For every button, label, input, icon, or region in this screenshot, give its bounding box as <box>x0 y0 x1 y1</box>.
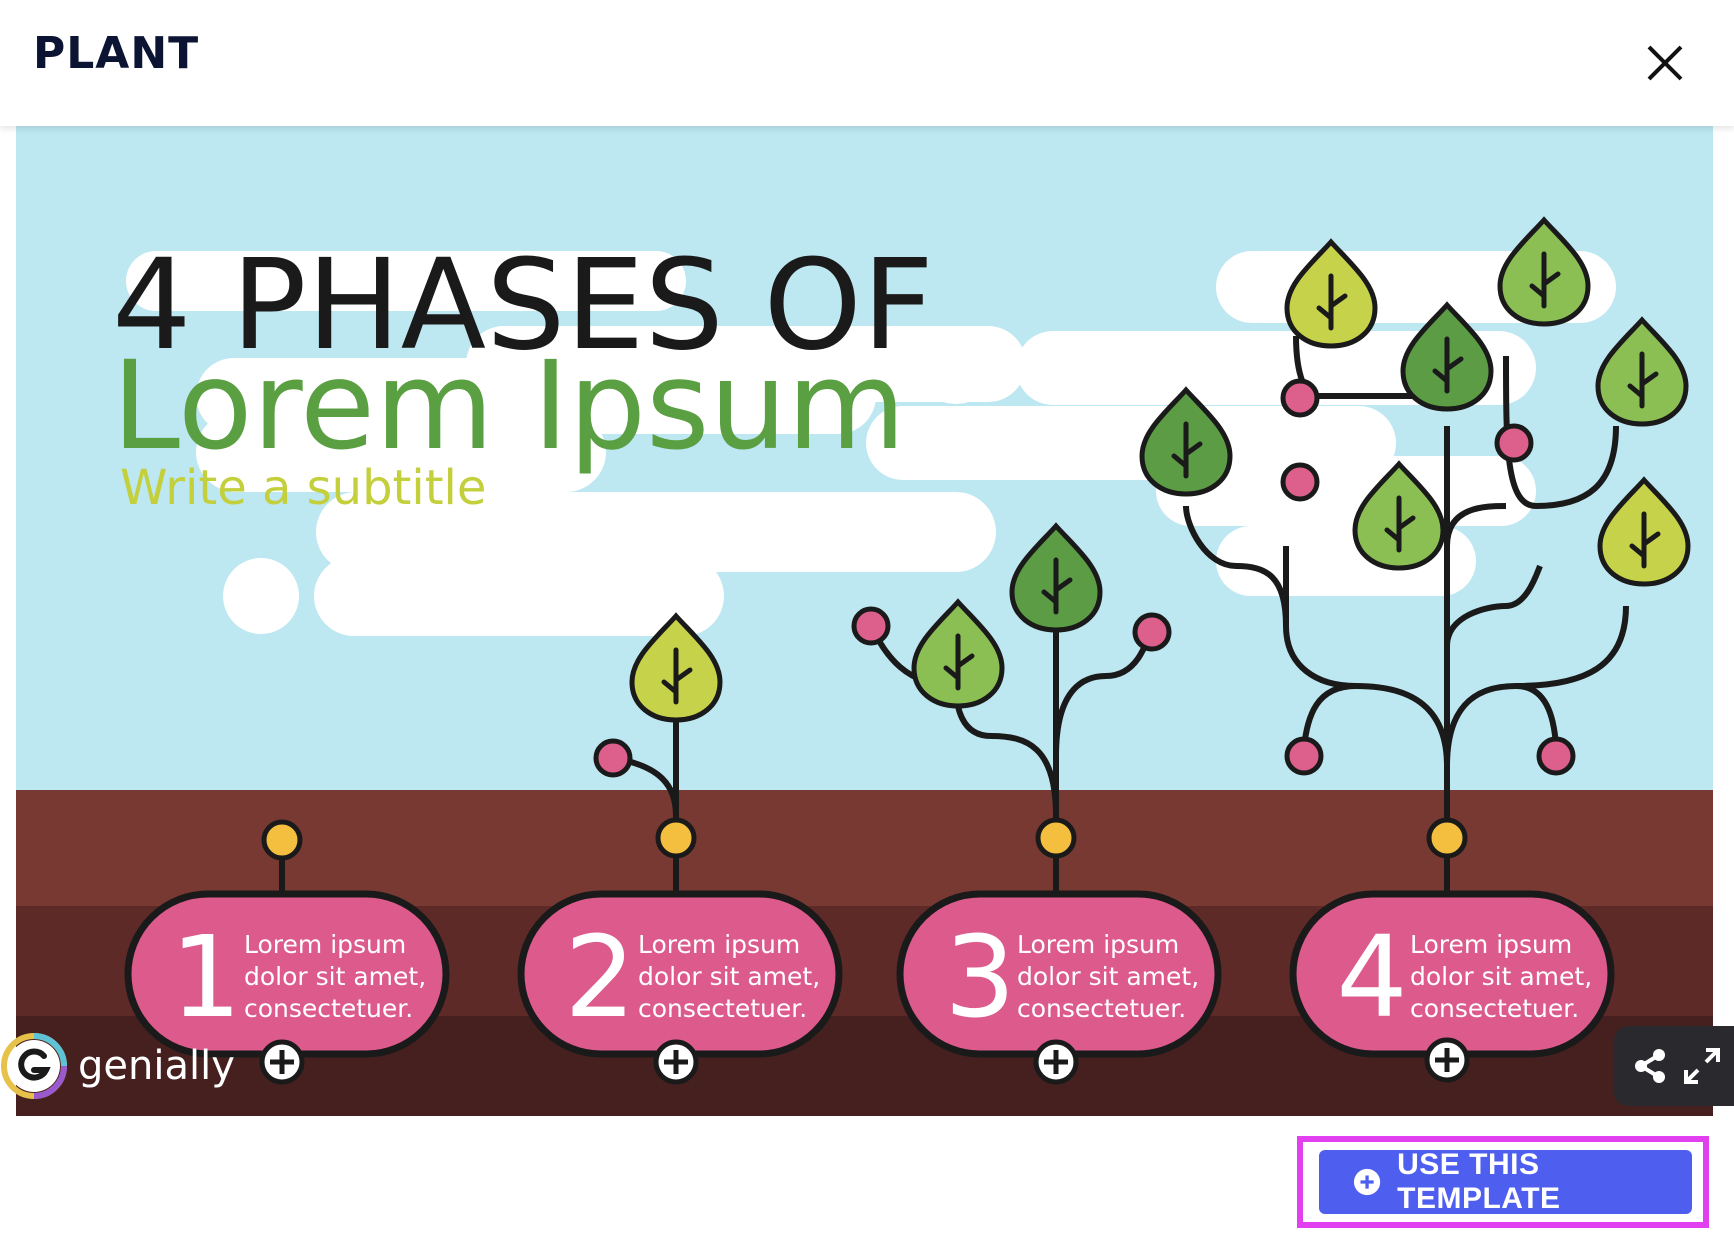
phase-card-3: 3 Lorem ipsum dolor sit amet, consectetu… <box>896 890 1222 1058</box>
berry <box>1280 462 1320 502</box>
plus-circle-icon <box>1353 1168 1381 1196</box>
template-preview: 4 PHASES OF Lorem Ipsum Write a subtitle <box>16 126 1713 1116</box>
slide-subtitle: Write a subtitle <box>120 460 486 516</box>
berry <box>1494 423 1534 463</box>
slide-headline: 4 PHASES OF <box>112 233 934 378</box>
modal-title: PLANT <box>33 28 200 79</box>
add-phase-1-icon[interactable] <box>259 1039 305 1085</box>
phase-text-line: dolor sit amet, <box>1017 962 1199 991</box>
berry <box>1280 378 1320 418</box>
phase-text-line: dolor sit amet, <box>244 962 426 991</box>
berry <box>1132 612 1172 652</box>
presentation-controls <box>1614 1026 1734 1106</box>
clouds <box>126 251 1616 636</box>
phase-number: 4 <box>1336 913 1407 1043</box>
genially-logo-icon <box>1 1033 67 1099</box>
phase-text-line: Lorem ipsum <box>244 930 406 959</box>
phase-card-2: 2 Lorem ipsum dolor sit amet, consectetu… <box>517 890 843 1058</box>
add-phase-4-icon[interactable] <box>1424 1037 1470 1083</box>
phase-card-4: 4 Lorem ipsum dolor sit amet, consectetu… <box>1289 890 1615 1058</box>
share-icon[interactable] <box>1628 1044 1672 1088</box>
expand-icon[interactable] <box>1680 1044 1724 1088</box>
phase-text-line: consectetuer. <box>244 994 413 1023</box>
phase-text-line: consectetuer. <box>1410 994 1579 1023</box>
phase-text-line: Lorem ipsum <box>1017 930 1179 959</box>
genially-logo: genially <box>0 1030 235 1102</box>
phase-text-line: consectetuer. <box>1017 994 1186 1023</box>
phase-text-line: Lorem ipsum <box>1410 930 1572 959</box>
highlight-outline <box>1297 1136 1709 1228</box>
seed-1 <box>261 819 303 861</box>
seed-3 <box>1035 817 1077 859</box>
phase-number: 2 <box>564 913 635 1043</box>
phase-text-line: dolor sit amet, <box>1410 962 1592 991</box>
slide-main-title: Lorem Ipsum <box>112 335 906 477</box>
phase-number: 3 <box>944 913 1015 1043</box>
genially-logo-text: genially <box>78 1043 235 1089</box>
add-phase-2-icon[interactable] <box>653 1039 699 1085</box>
phase-text-line: consectetuer. <box>638 994 807 1023</box>
use-template-button[interactable]: USE THIS TEMPLATE <box>1319 1148 1692 1215</box>
add-phase-3-icon[interactable] <box>1033 1039 1079 1085</box>
use-template-label: USE THIS TEMPLATE <box>1397 1148 1561 1215</box>
phase-text-line: Lorem ipsum <box>638 930 800 959</box>
seed-2 <box>655 817 697 859</box>
phase-text-line: dolor sit amet, <box>638 962 820 991</box>
berry <box>1536 736 1576 776</box>
berry <box>593 738 633 778</box>
modal-header: PLANT <box>0 0 1734 126</box>
berry <box>1284 736 1324 776</box>
phase-number: 1 <box>170 913 241 1043</box>
close-icon[interactable] <box>1640 38 1690 88</box>
seed-4 <box>1426 817 1468 859</box>
berry <box>851 606 891 646</box>
phase-card-1: 1 Lorem ipsum dolor sit amet, consectetu… <box>124 890 450 1058</box>
